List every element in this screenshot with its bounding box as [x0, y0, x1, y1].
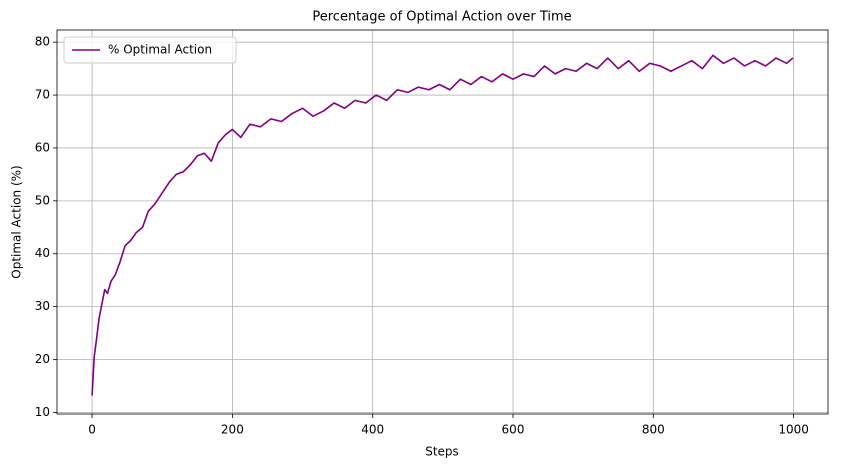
legend-label: % Optimal Action [108, 43, 212, 57]
y-tick-label: 30 [35, 299, 50, 313]
y-tick-label: 70 [35, 88, 50, 102]
y-axis-label: Optimal Action (%) [10, 165, 24, 278]
x-tick-label: 600 [502, 423, 525, 437]
y-tick-label: 20 [35, 352, 50, 366]
x-tick-label: 400 [361, 423, 384, 437]
y-tick-label: 10 [35, 405, 50, 419]
x-axis-label: Steps [425, 445, 459, 459]
legend-box [63, 36, 237, 64]
y-tick-label: 40 [35, 246, 50, 260]
y-tick-label: 60 [35, 140, 50, 154]
data-line [91, 54, 794, 396]
y-tick-label: 50 [35, 193, 50, 207]
plot-frame [56, 29, 829, 415]
chart-title: Percentage of Optimal Action over Time [312, 10, 571, 25]
y-tick-label: 80 [35, 35, 50, 49]
x-tick-label: 800 [642, 423, 665, 437]
x-tick-label: 200 [221, 423, 244, 437]
x-tick-label: 0 [88, 423, 96, 437]
x-tick-label: 1000 [778, 423, 809, 437]
